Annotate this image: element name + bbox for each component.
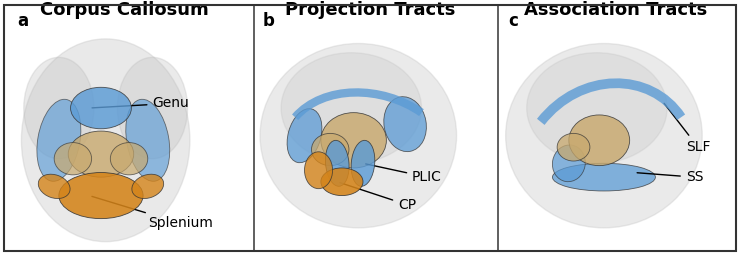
Title: Association Tracts: Association Tracts [524, 1, 707, 19]
Text: PLIC: PLIC [366, 164, 442, 184]
Ellipse shape [59, 173, 143, 219]
Ellipse shape [352, 140, 375, 186]
Text: b: b [263, 12, 275, 30]
Ellipse shape [287, 109, 322, 163]
Ellipse shape [552, 145, 585, 182]
Ellipse shape [260, 44, 457, 228]
Ellipse shape [505, 44, 702, 228]
Text: SLF: SLF [664, 103, 710, 154]
Ellipse shape [110, 143, 148, 175]
Ellipse shape [54, 143, 92, 175]
Text: Splenium: Splenium [92, 196, 212, 230]
Ellipse shape [321, 113, 386, 168]
Text: c: c [508, 12, 518, 30]
Ellipse shape [68, 131, 134, 177]
Text: Genu: Genu [92, 97, 189, 110]
Ellipse shape [118, 57, 187, 159]
Ellipse shape [24, 57, 94, 159]
Ellipse shape [38, 174, 70, 198]
Ellipse shape [569, 115, 630, 166]
Ellipse shape [321, 168, 363, 196]
Title: Projection Tracts: Projection Tracts [285, 1, 455, 19]
Ellipse shape [384, 97, 426, 152]
Ellipse shape [553, 163, 656, 191]
Text: CP: CP [340, 183, 416, 212]
Ellipse shape [326, 140, 349, 186]
Ellipse shape [132, 174, 164, 198]
Ellipse shape [21, 39, 190, 242]
Ellipse shape [527, 53, 667, 163]
Ellipse shape [557, 133, 590, 161]
Ellipse shape [312, 133, 349, 166]
Text: SS: SS [637, 170, 703, 184]
Ellipse shape [304, 152, 332, 189]
Title: Corpus Callosum: Corpus Callosum [40, 1, 209, 19]
Ellipse shape [37, 99, 81, 181]
Ellipse shape [70, 87, 132, 129]
Ellipse shape [281, 53, 422, 163]
Ellipse shape [126, 99, 169, 181]
Text: a: a [17, 12, 28, 30]
